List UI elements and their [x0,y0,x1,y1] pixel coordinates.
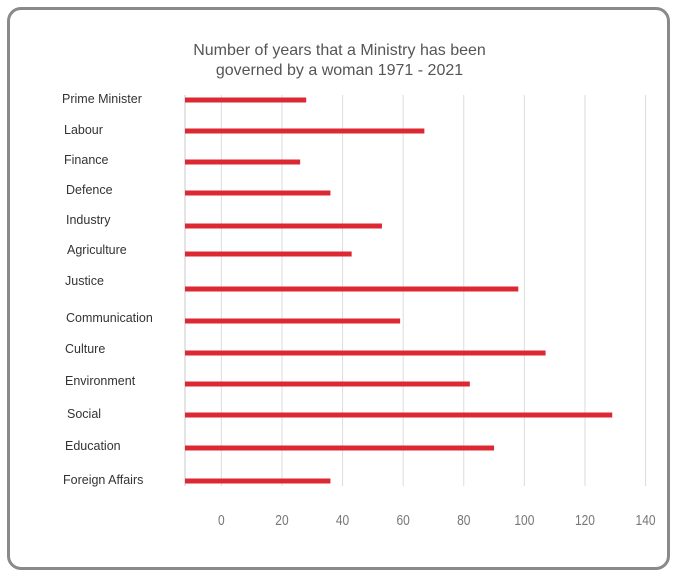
bar-labour [185,128,425,134]
x-tick-label-100: 100 [514,512,534,529]
category-label-labour: Labour [64,123,103,137]
x-tick-label-120: 120 [575,512,595,529]
category-label-justice: Justice [65,274,104,288]
x-tick-label-140: 140 [636,512,656,529]
bar-environment [185,381,470,387]
bar-communication [185,318,401,324]
category-label-defence: Defence [66,183,113,197]
category-label-agriculture: Agriculture [67,243,127,257]
x-tick-label-0: 0 [218,512,225,529]
bar-industry [185,223,382,229]
category-label-social: Social [67,407,101,421]
bar-social [185,412,613,418]
bar-prime-minister [185,97,307,103]
bar-justice [185,286,519,292]
x-tick-label-20: 20 [275,512,289,529]
bar-finance [185,159,301,165]
bar-agriculture [185,251,352,257]
category-label-environment: Environment [65,374,136,388]
category-label-prime-minister: Prime Minister [62,92,142,106]
category-label-communication: Communication [66,311,153,325]
category-label-foreign-affairs: Foreign Affairs [63,473,143,487]
x-tick-label-80: 80 [457,512,471,529]
chart-title-line1: Number of years that a Ministry has been [193,42,486,59]
x-tick-label-40: 40 [336,512,350,529]
category-label-culture: Culture [65,342,105,356]
chart-title-line2: governed by a woman 1971 - 2021 [215,62,464,79]
bar-defence [185,190,331,196]
bar-culture [185,350,546,356]
category-label-education: Education [65,439,121,453]
category-label-finance: Finance [64,153,109,167]
bar-foreign-affairs [185,478,331,484]
x-tick-label-60: 60 [396,512,410,529]
category-label-industry: Industry [66,213,111,227]
bar-education [185,445,495,451]
